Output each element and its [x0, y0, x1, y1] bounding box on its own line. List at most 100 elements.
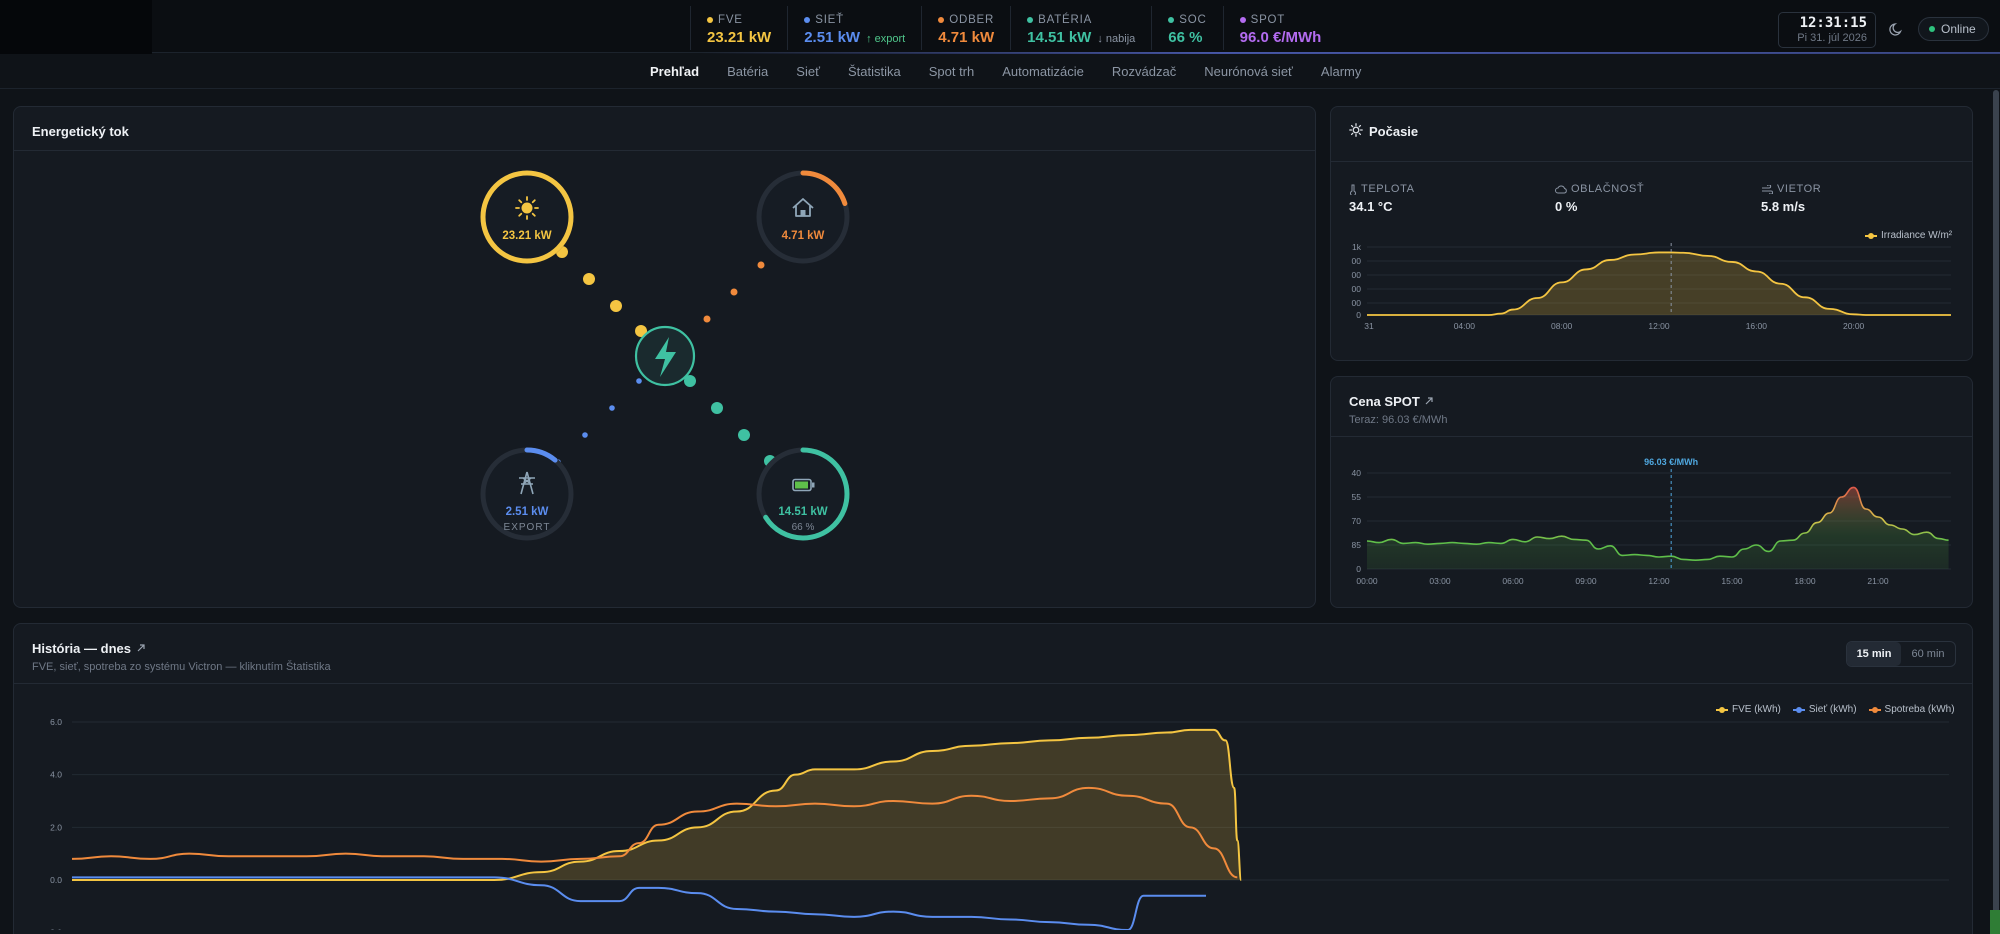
flow-dot: [609, 405, 615, 411]
legend-swatch: [1868, 706, 1881, 713]
flow-dot: [583, 273, 595, 285]
x-tick-label: 12:00: [1648, 321, 1670, 331]
y-tick-label: 00: [1352, 298, 1362, 308]
main-nav: Prehľad Batéria Sieť Štatistika Spot trh…: [0, 54, 2000, 89]
x-tick-label: 31: [1364, 321, 1374, 331]
x-tick-label: 12:00: [1648, 576, 1670, 586]
irradiance-legend: Irradiance W/m²: [1865, 230, 1952, 241]
y-tick-label: 00: [1352, 256, 1362, 266]
history-card: História — dnes FVE, sieť, spotreba zo s…: [13, 623, 1973, 934]
x-tick-label: 21:00: [1867, 576, 1889, 586]
card-divider: [14, 683, 1972, 684]
home-node[interactable]: 4.71 kW: [756, 170, 850, 264]
temperature-value: 34.1 °C: [1349, 199, 1393, 214]
now-price-label: 96.03 €/MWh: [1644, 457, 1698, 467]
flow-dot: [703, 315, 711, 323]
clock: 12:31:15 Pi 31. júl 2026: [1778, 12, 1876, 48]
sun-icon: [515, 196, 539, 220]
weather-card: Počasie TEPLOTA 34.1 °C OBLAČNOSŤ 0 % VI…: [1330, 106, 1973, 361]
legend-label: Sieť (kWh): [1808, 704, 1857, 715]
tab-switchboard[interactable]: Rozvádzač: [1111, 64, 1177, 79]
battery-node[interactable]: 14.51 kW 66 %: [756, 447, 850, 541]
tab-grid[interactable]: Sieť: [796, 64, 820, 79]
flow-dot: [636, 378, 642, 384]
tab-spot-market[interactable]: Spot trh: [928, 64, 975, 79]
status-badge: Online: [1918, 17, 1989, 41]
solar-value: 23.21 kW: [502, 230, 551, 242]
legend-swatch: [1716, 706, 1728, 713]
house-icon: [792, 198, 814, 217]
external-link-icon[interactable]: [136, 643, 146, 653]
cloudiness-value: 0 %: [1555, 199, 1578, 214]
metric-value: 14.51 kW: [1027, 29, 1092, 46]
logo-area: [0, 0, 152, 60]
battery-dot: [1027, 17, 1034, 23]
battery-soc: 66 %: [792, 522, 815, 533]
y-tick-label: 1k: [1352, 242, 1362, 252]
metric-soc: SOC 66 %: [1151, 6, 1222, 50]
grid-value: 2.51 kW: [506, 506, 549, 518]
irradiance-line: [1367, 251, 1951, 316]
interval-15min-button[interactable]: 15 min: [1847, 642, 1901, 666]
metric-label: SOC: [1179, 14, 1207, 26]
spot-current-price: Teraz: 96.03 €/MWh: [1349, 414, 1448, 426]
label-text: OBLAČNOSŤ: [1571, 183, 1645, 195]
x-tick-label: 08:00: [1551, 321, 1573, 331]
tab-battery[interactable]: Batéria: [727, 64, 769, 79]
x-tick-label: 15:00: [1721, 576, 1743, 586]
x-tick-label: 16:00: [1746, 321, 1768, 331]
external-link-icon[interactable]: [1424, 396, 1434, 406]
sun-icon: [1349, 123, 1363, 137]
moon-icon[interactable]: [1888, 20, 1906, 38]
wind-value: 5.8 m/s: [1761, 199, 1806, 214]
battery-icon: [792, 478, 815, 492]
card-title: Energetický tok: [32, 124, 129, 139]
legend-swatch: [1865, 232, 1877, 239]
legend-fve: FVE (kWh): [1716, 704, 1781, 715]
metric-consumption: ODBER 4.71 kW: [921, 6, 1010, 50]
metric-label: SPOT: [1250, 14, 1286, 26]
flow-dot: [582, 432, 588, 438]
home-value: 4.71 kW: [782, 230, 825, 242]
tab-automations[interactable]: Automatizácie: [1002, 64, 1084, 79]
x-tick-label: 04:00: [1454, 321, 1476, 331]
series-line: [71, 728, 1243, 881]
flow-dot: [711, 402, 723, 414]
pylon-icon: [519, 471, 535, 495]
y-tick-label: 70: [1352, 516, 1362, 526]
clock-date: Pi 31. júl 2026: [1797, 32, 1867, 44]
x-tick-label: 20:00: [1843, 321, 1865, 331]
y-tick-label: 4.0: [50, 770, 62, 780]
card-title: Cena SPOT: [1349, 394, 1420, 409]
history-chart: 6.0 4.0 2.0 0.0 -2.0: [47, 717, 1949, 930]
metric-value: 96.0 €/MWh: [1239, 29, 1322, 46]
grid-node[interactable]: 2.51 kW EXPORT: [480, 447, 574, 541]
y-tick-label: 55: [1352, 492, 1362, 502]
history-legend: FVE (kWh) Sieť (kWh) Spotreba (kWh): [1716, 704, 1955, 715]
tab-neural-network[interactable]: Neurónová sieť: [1204, 64, 1293, 79]
inverter-hub[interactable]: [634, 325, 696, 387]
label-text: VIETOR: [1777, 183, 1822, 195]
solar-node[interactable]: 23.21 kW: [480, 170, 574, 264]
battery-value: 14.51 kW: [778, 506, 827, 518]
scrollbar-thumb[interactable]: [1993, 90, 1999, 934]
clock-time: 12:31:15: [1799, 15, 1867, 31]
interval-60min-button[interactable]: 60 min: [1911, 648, 1945, 660]
legend-swatch: [1792, 706, 1805, 713]
thermometer-icon: [1350, 184, 1356, 195]
legend-label: Irradiance W/m²: [1881, 230, 1953, 241]
tab-statistics[interactable]: Štatistika: [847, 64, 901, 79]
y-tick-label: 0: [1356, 564, 1361, 574]
flow-dot: [730, 288, 738, 296]
metric-label: ODBER: [949, 14, 995, 26]
tab-overview[interactable]: Prehľad: [650, 64, 700, 79]
series-line: [71, 786, 1238, 879]
battery-level-ring: [756, 447, 850, 541]
metric-label: BATÉRIA: [1038, 14, 1093, 26]
consumption-dot: [938, 17, 945, 23]
y-tick-label: 40: [1352, 468, 1362, 478]
interval-toggle: 15 min 60 min: [1846, 641, 1956, 667]
x-tick-label: 03:00: [1429, 576, 1451, 586]
tab-alarms[interactable]: Alarmy: [1320, 64, 1362, 79]
x-tick-label: 00:00: [1356, 576, 1378, 586]
